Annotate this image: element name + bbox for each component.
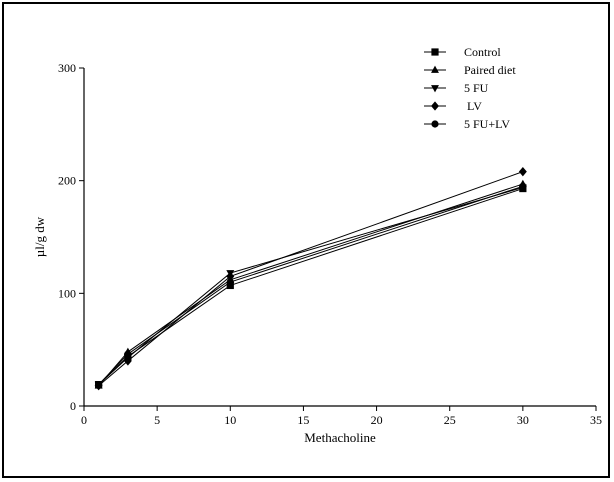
data-point: [95, 380, 103, 389]
x-tick-label: 5: [154, 413, 160, 427]
x-axis-ticks: 0 5 10 15 20 25 30 35: [81, 406, 602, 427]
data-point: [226, 271, 235, 282]
x-tick-label: 25: [444, 413, 456, 427]
x-tick-label: 20: [371, 413, 383, 427]
series-line: [98, 171, 524, 387]
y-tick-label: 300: [58, 61, 76, 75]
y-axis-ticks: 0 100 200 300: [58, 61, 84, 413]
y-tick-label: 100: [58, 286, 76, 300]
legend-marker: [431, 120, 439, 128]
series-line: [98, 183, 524, 387]
data-point: [123, 356, 132, 366]
x-axis-label: Methacholine: [304, 430, 376, 445]
x-tick-label: 15: [297, 413, 309, 427]
y-tick-label: 0: [70, 399, 76, 413]
legend-marker: [431, 65, 439, 73]
legend-marker: [431, 48, 439, 56]
series-line: [98, 186, 523, 385]
legend-label: 5 FU+LV: [464, 117, 510, 131]
data-point: [226, 278, 234, 286]
data-point: [519, 182, 527, 190]
legend-label: 5 FU: [464, 81, 489, 95]
legend-marker: [431, 101, 439, 111]
data-point: [124, 350, 132, 358]
y-tick-label: 200: [58, 174, 76, 188]
x-tick-label: 30: [517, 413, 529, 427]
x-tick-label: 0: [81, 413, 87, 427]
series-lines: [98, 171, 524, 387]
x-tick-label: 35: [590, 413, 602, 427]
axes: [83, 68, 596, 407]
legend: Control Paired diet 5 FU LV 5 FU+LV: [424, 45, 516, 131]
legend-label: LV: [464, 99, 482, 113]
chart-frame: [2, 2, 610, 478]
series-markers: [94, 166, 527, 391]
legend-marker: [431, 85, 439, 93]
series-line: [98, 185, 524, 385]
y-axis-label: µl/g dw: [32, 216, 47, 257]
legend-label: Paired diet: [464, 63, 516, 77]
x-tick-label: 10: [224, 413, 236, 427]
data-point: [518, 166, 527, 177]
legend-label: Control: [464, 45, 501, 59]
series-line: [98, 188, 524, 385]
